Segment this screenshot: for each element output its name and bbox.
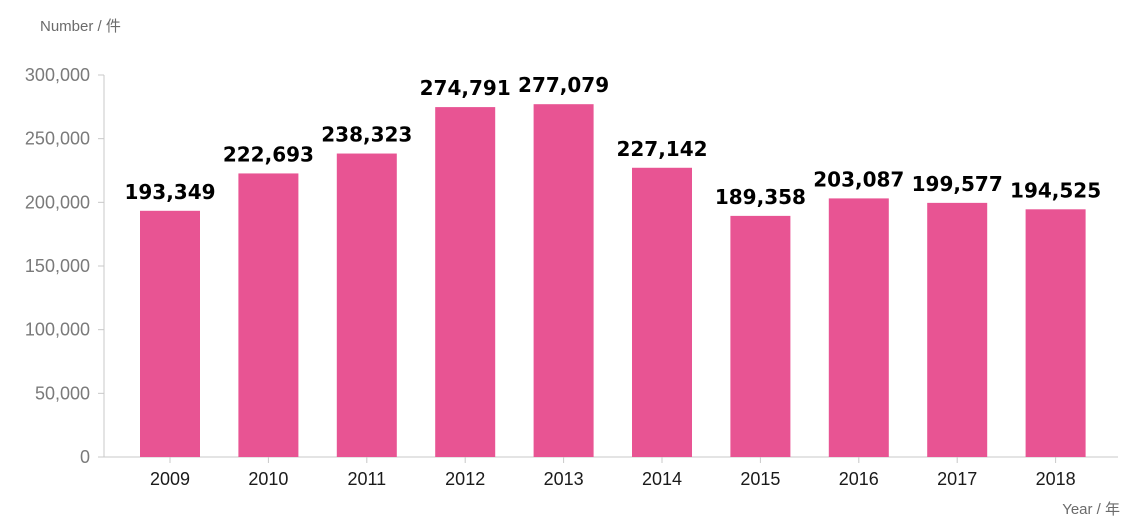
x-tick-label-2010: 2010 bbox=[248, 469, 288, 489]
bar-2009 bbox=[140, 210, 200, 457]
y-tick-label-1: 50,000 bbox=[35, 383, 90, 403]
data-label-2012: 274,791 bbox=[420, 76, 511, 100]
data-label-2015: 189,358 bbox=[715, 185, 806, 209]
bar-2014 bbox=[632, 167, 692, 457]
y-tick-label-3: 150,000 bbox=[25, 256, 90, 276]
data-label-2017: 199,577 bbox=[912, 172, 1003, 196]
x-tick-label-2016: 2016 bbox=[839, 469, 879, 489]
data-label-2013: 277,079 bbox=[518, 73, 609, 97]
data-label-2009: 193,349 bbox=[124, 180, 215, 204]
bar-2010 bbox=[238, 173, 299, 458]
bar-2018 bbox=[1025, 209, 1086, 457]
x-tick-label-2014: 2014 bbox=[642, 469, 682, 489]
bar-2017 bbox=[927, 202, 988, 457]
data-label-2018: 194,525 bbox=[1010, 178, 1101, 202]
data-label-2010: 222,693 bbox=[223, 142, 314, 166]
bar-2013 bbox=[533, 104, 594, 458]
bar-2012 bbox=[435, 107, 496, 457]
y-tick-label-6: 300,000 bbox=[25, 65, 90, 85]
x-tick-label-2017: 2017 bbox=[937, 469, 977, 489]
y-axis-title: Number / 件 bbox=[40, 18, 121, 35]
x-tick-label-2013: 2013 bbox=[544, 469, 584, 489]
y-tick-label-4: 200,000 bbox=[25, 192, 90, 212]
x-tick-label-2009: 2009 bbox=[150, 469, 190, 489]
x-tick-label-2018: 2018 bbox=[1036, 469, 1076, 489]
x-tick-label-2012: 2012 bbox=[445, 469, 485, 489]
y-tick-label-2: 100,000 bbox=[25, 320, 90, 340]
data-label-2016: 203,087 bbox=[813, 167, 904, 191]
data-label-2011: 238,323 bbox=[321, 123, 412, 147]
bar-2015 bbox=[730, 215, 791, 457]
x-axis-title: Year / 年 bbox=[1062, 501, 1120, 518]
bar-2011 bbox=[336, 153, 397, 457]
y-tick-label-5: 250,000 bbox=[25, 129, 90, 149]
data-label-2014: 227,142 bbox=[616, 137, 707, 161]
x-tick-label-2015: 2015 bbox=[740, 469, 780, 489]
y-tick-label-0: 0 bbox=[80, 447, 90, 467]
x-tick-label-2011: 2011 bbox=[347, 469, 386, 489]
bar-2016 bbox=[828, 198, 889, 457]
